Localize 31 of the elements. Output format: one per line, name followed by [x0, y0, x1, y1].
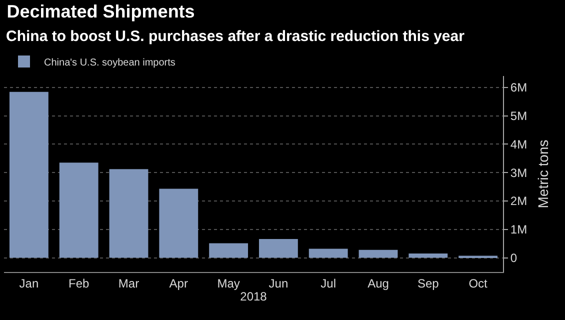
y-tick-label: 5M — [510, 108, 528, 123]
y-axis-title: Metric tons — [535, 140, 551, 208]
legend-label: China's U.S. soybean imports — [44, 57, 176, 68]
bar — [209, 243, 248, 258]
y-tick-label: 3M — [510, 166, 528, 180]
y-tick-label: 4M — [510, 137, 528, 152]
x-tick-label: Mar — [118, 276, 140, 290]
bar — [358, 250, 398, 258]
x-tick-label: Jul — [320, 276, 336, 290]
x-tick-label: Oct — [468, 276, 488, 290]
bar — [258, 239, 298, 258]
bar — [59, 162, 98, 258]
bar — [308, 248, 348, 258]
x-tick-label: Jun — [268, 276, 288, 290]
bar — [109, 169, 148, 258]
x-tick-label: Sep — [417, 276, 440, 290]
chart-title: Decimated Shipments — [6, 1, 195, 22]
x-axis-title: 2018 — [240, 289, 268, 304]
y-tick-label: 2M — [510, 194, 528, 208]
chart-subtitle: China to boost U.S. purchases after a drastic reduction this year — [6, 28, 465, 45]
bar — [408, 254, 448, 258]
x-tick-label: Jan — [19, 276, 39, 290]
x-tick-label: Aug — [368, 276, 389, 290]
bar — [159, 188, 198, 258]
x-tick-label: May — [217, 276, 240, 290]
x-tick-label: Apr — [169, 276, 188, 290]
bar — [9, 92, 48, 258]
y-tick-label: 6M — [510, 80, 528, 95]
x-tick-label: Feb — [68, 276, 90, 290]
y-tick-label: 0 — [510, 251, 518, 265]
y-tick-label: 1M — [510, 222, 528, 237]
